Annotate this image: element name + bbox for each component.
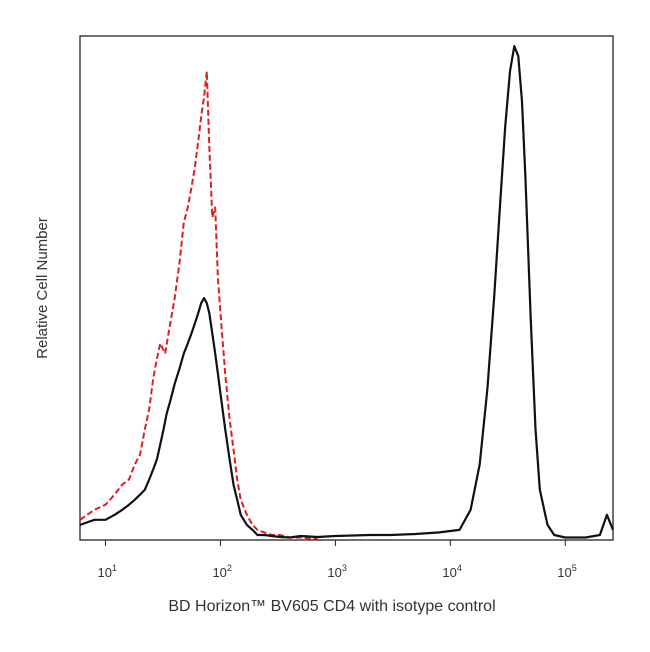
cd4-stain-curve [79,45,615,539]
y-axis-label: Relative Cell Number [34,217,51,359]
plot-frame [79,35,614,541]
x-tick-label: 103 [327,563,346,580]
series-layer [79,45,615,540]
x-tick-label: 102 [212,563,231,580]
x-axis-label: BD Horizon™ BV605 CD4 with isotype contr… [168,598,495,615]
x-tick-label: 105 [557,563,576,580]
x-tick-label: 101 [98,563,117,580]
isotype-control-curve [79,70,318,540]
x-tick-label: 104 [442,563,461,580]
x-axis-ticks: 101 102 103 104 105 [98,540,577,580]
